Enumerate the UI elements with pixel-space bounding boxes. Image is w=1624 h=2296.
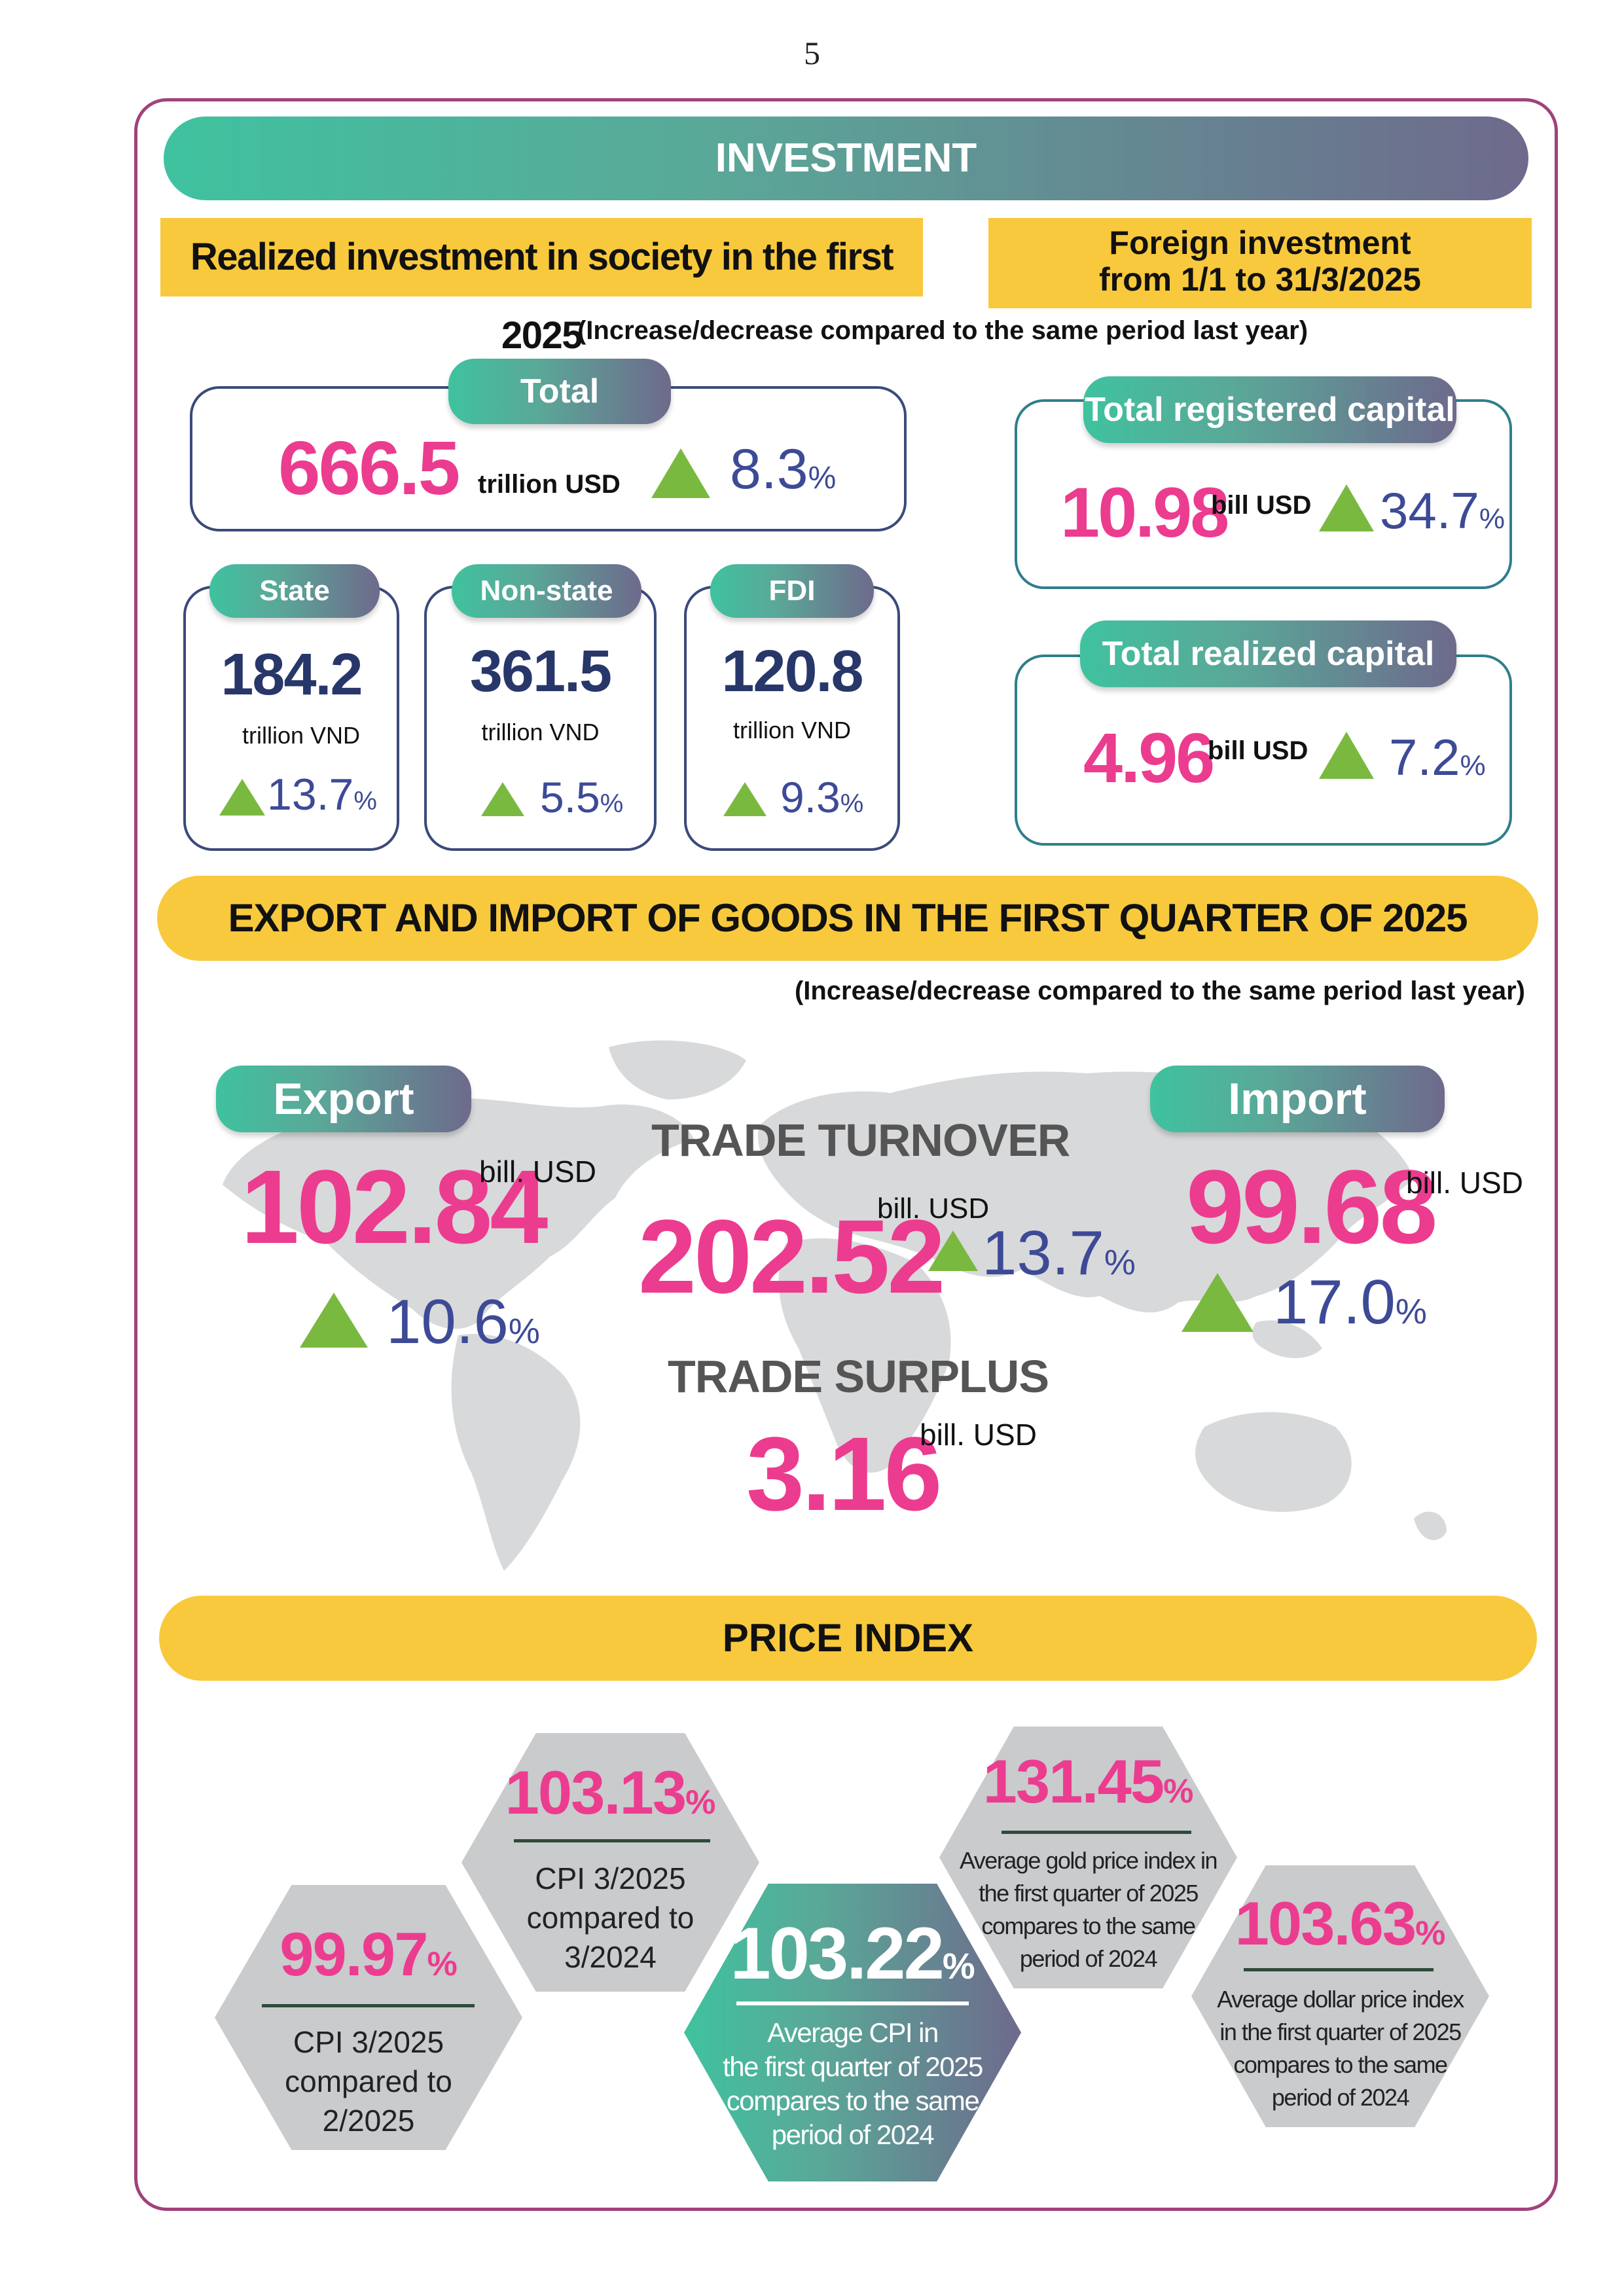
foreign-heading: Foreign investment from 1/1 to 31/3/2025: [988, 224, 1532, 298]
dollar-value: 103.63%: [1235, 1889, 1446, 1958]
nonstate-card: [424, 586, 657, 851]
import-tab: Import: [1150, 1066, 1445, 1132]
dollar-divider: [1244, 1968, 1434, 1971]
turnover-up-arrow-icon: [928, 1230, 978, 1271]
total-unit: trillion USD: [478, 470, 621, 499]
export-tab: Export: [216, 1066, 471, 1132]
import-label: Import: [1228, 1074, 1367, 1124]
registered-value: 10.98: [1060, 473, 1229, 552]
page-frame: [134, 98, 1558, 2211]
export-change: 10.6%: [386, 1287, 540, 1357]
cpi-2-2025-value: 99.97%: [280, 1920, 458, 1988]
foreign-heading-box: [988, 218, 1532, 308]
nonstate-label: Non-state: [480, 575, 613, 607]
realized-heading: Realized investment in society in the fi…: [190, 236, 894, 357]
price-banner: [159, 1596, 1537, 1681]
realized-value: 4.96: [1083, 718, 1215, 797]
surplus-label: TRADE SURPLUS: [668, 1351, 1049, 1402]
registered-tab: Total registered capital: [1083, 376, 1456, 443]
surplus-value: 3.16: [746, 1415, 942, 1532]
total-tab: Total: [448, 359, 671, 424]
surplus-unit: bill. USD: [920, 1418, 1037, 1452]
trade-comparison-note: (Increase/decrease compared to the same …: [794, 977, 1525, 1005]
realized-change: 7.2%: [1389, 728, 1486, 786]
avg-cpi-divider: [736, 2001, 969, 2005]
registered-unit: bill USD: [1211, 491, 1312, 520]
state-value: 184.2: [221, 642, 363, 708]
nonstate-tab: Non-state: [452, 564, 641, 618]
export-label: Export: [273, 1074, 414, 1124]
investment-comparison-note: (Increase/decrease compared to the same …: [577, 316, 1308, 345]
registered-up-arrow-icon: [1319, 484, 1374, 531]
fdi-label: FDI: [768, 575, 816, 607]
investment-banner: INVESTMENT: [164, 117, 1528, 200]
nonstate-value: 361.5: [469, 639, 612, 704]
foreign-heading-line-1: Foreign investment: [1109, 224, 1411, 261]
total-change: 8.3%: [730, 438, 837, 501]
realized-up-arrow-icon: [1319, 732, 1374, 779]
import-value: 99.68: [1186, 1148, 1437, 1265]
registered-change: 34.7%: [1380, 482, 1505, 539]
gold-hex: [939, 1727, 1237, 1988]
trade-title: EXPORT AND IMPORT OF GOODS IN THE FIRST …: [228, 896, 1468, 940]
nonstate-change: 5.5%: [540, 773, 624, 821]
state-label: State: [259, 575, 330, 607]
fdi-card: [684, 586, 900, 851]
cpi-3-2024-divider: [514, 1839, 710, 1842]
gold-divider: [1001, 1831, 1191, 1834]
state-change: 13.7%: [267, 770, 377, 819]
realized-unit: bill USD: [1208, 736, 1308, 765]
dollar-desc: Average dollar price index in the first …: [1217, 1986, 1464, 2111]
turnover-change: 13.7%: [982, 1218, 1136, 1288]
fdi-unit: trillion VND: [732, 717, 852, 744]
fdi-change: 9.3%: [780, 773, 864, 821]
cpi-2-2025-desc: CPI 3/2025 compared to 2/2025: [285, 2025, 452, 2138]
import-change: 17.0%: [1273, 1267, 1427, 1337]
turnover-value: 202.52: [638, 1198, 945, 1315]
nonstate-up-arrow-icon: [481, 782, 524, 816]
nonstate-unit: trillion VND: [481, 719, 600, 745]
total-value: 666.5: [278, 425, 460, 511]
turnover-unit: bill. USD: [877, 1193, 990, 1225]
avg-cpi-value: 103.22%: [730, 1912, 975, 1994]
import-up-arrow-icon: [1182, 1273, 1254, 1332]
turnover-label: TRADE TURNOVER: [651, 1115, 1070, 1166]
cpi-2-2025-divider: [262, 2004, 475, 2007]
realized-label: Total realized capital: [1102, 635, 1435, 673]
foreign-heading-line-2: from 1/1 to 31/3/2025: [1099, 261, 1421, 298]
trade-banner: [157, 876, 1538, 961]
registered-label: Total registered capital: [1085, 391, 1455, 429]
fdi-up-arrow-icon: [723, 782, 767, 816]
page-number: 5: [804, 35, 820, 71]
export-up-arrow-icon: [300, 1293, 368, 1348]
state-up-arrow-icon: [219, 779, 265, 816]
cpi-3-2024-value: 103.13%: [505, 1758, 716, 1827]
state-tab: State: [209, 564, 380, 618]
price-title: PRICE INDEX: [722, 1616, 974, 1660]
realized-heading-box: [160, 218, 923, 296]
avg-cpi-desc: Average CPI in the first quarter of 2025…: [723, 2017, 983, 2150]
realized-tab: Total realized capital: [1080, 620, 1456, 687]
cpi-3-2024-desc: CPI 3/2025 compared to 3/2024: [526, 1861, 695, 1974]
investment-title: INVESTMENT: [715, 135, 977, 181]
export-value: 102.84: [241, 1148, 548, 1265]
gold-value: 131.45%: [983, 1747, 1194, 1816]
fdi-value: 120.8: [721, 639, 863, 704]
total-label: Total: [520, 372, 600, 410]
fdi-tab: FDI: [710, 564, 874, 618]
total-up-arrow-icon: [651, 448, 710, 498]
export-unit: bill. USD: [479, 1155, 596, 1189]
state-unit: trillion VND: [242, 722, 361, 749]
gold-desc: Average gold price index in the first qu…: [959, 1847, 1218, 1972]
import-unit: bill. USD: [1406, 1166, 1523, 1200]
